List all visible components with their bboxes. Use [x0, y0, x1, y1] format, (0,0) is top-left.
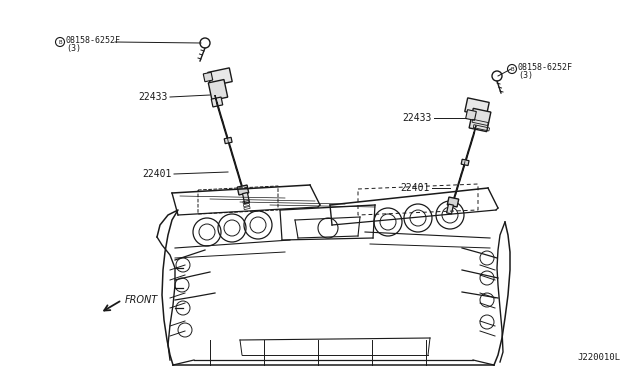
Polygon shape	[461, 159, 469, 166]
Text: 22433: 22433	[403, 113, 432, 123]
Text: 22433: 22433	[139, 92, 168, 102]
Polygon shape	[466, 110, 476, 120]
Polygon shape	[465, 98, 489, 116]
Polygon shape	[243, 193, 250, 203]
Polygon shape	[447, 204, 453, 214]
Polygon shape	[215, 95, 244, 195]
Polygon shape	[237, 185, 249, 195]
Text: B: B	[58, 39, 62, 45]
Polygon shape	[452, 126, 476, 206]
Text: (3): (3)	[66, 44, 81, 52]
Polygon shape	[204, 72, 212, 82]
Polygon shape	[469, 108, 491, 132]
Text: 08158-6252F: 08158-6252F	[66, 35, 121, 45]
Text: 22401: 22401	[143, 169, 172, 179]
Polygon shape	[224, 137, 232, 144]
Text: (3): (3)	[518, 71, 533, 80]
Polygon shape	[208, 80, 228, 100]
Text: FRONT: FRONT	[125, 295, 158, 305]
Text: B: B	[510, 67, 514, 71]
Polygon shape	[447, 197, 459, 207]
Polygon shape	[211, 97, 223, 107]
Polygon shape	[208, 68, 232, 86]
Text: J220010L: J220010L	[577, 353, 620, 362]
Text: 22401: 22401	[401, 183, 430, 193]
Text: 08158-6252F: 08158-6252F	[518, 62, 573, 71]
